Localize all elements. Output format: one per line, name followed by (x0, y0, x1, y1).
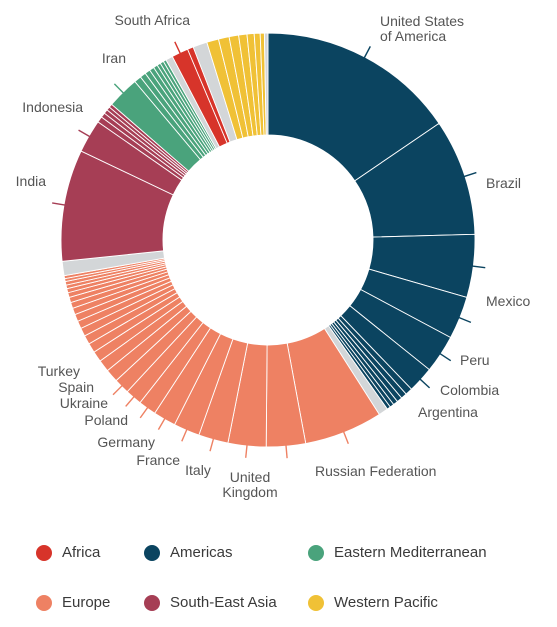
leader-spain (125, 396, 135, 407)
leader-brazil (463, 171, 477, 178)
leader-ukraine (139, 406, 149, 419)
label-united-kingdom: United Kingdom (222, 469, 277, 500)
leader-iran (113, 83, 125, 94)
legend-swatch-eastern-mediterranean (308, 544, 324, 561)
legend-item-europe: Europe (36, 594, 110, 611)
leader-colombia (439, 352, 452, 362)
slice-other-67 (263, 32, 269, 136)
legend-label-americas: Americas (170, 544, 233, 561)
leader-france (209, 438, 215, 452)
legend-swatch-europe (36, 594, 52, 611)
legend-swatch-africa (36, 544, 52, 561)
label-peru: Peru (460, 352, 490, 368)
label-argentina: Argentina (418, 404, 478, 420)
label-iran: Iran (102, 50, 126, 66)
leader-united-states-of-america (363, 46, 371, 59)
legend-label-africa: Africa (62, 544, 101, 561)
legend: Africa Americas Eastern Mediterranean Eu… (36, 540, 536, 620)
legend-swatch-south-east-asia (144, 594, 160, 611)
leader-indonesia (78, 129, 91, 138)
legend-label-south-east-asia: South-East Asia (170, 594, 277, 611)
label-mexico: Mexico (486, 293, 531, 309)
label-india: India (16, 173, 47, 189)
label-united-states-of-america: United States of America (380, 13, 464, 44)
leader-germany (181, 429, 188, 442)
label-italy: Italy (185, 462, 211, 478)
leader-india (52, 202, 66, 206)
legend-item-americas: Americas (144, 544, 233, 561)
leader-mexico (472, 265, 486, 269)
slice-united-states-of-america (267, 32, 440, 182)
donut-slices (60, 32, 476, 448)
leader-south-africa (174, 41, 181, 54)
legend-item-south-east-asia: South-East Asia (144, 594, 277, 611)
label-south-africa: South Africa (115, 12, 191, 28)
leader-argentina (419, 378, 431, 389)
label-ukraine: Ukraine (60, 395, 108, 411)
legend-item-western-pacific: Western Pacific (308, 594, 438, 611)
legend-item-eastern-mediterranean: Eastern Mediterranean (308, 544, 487, 561)
leader-united-kingdom (285, 445, 288, 459)
leader-poland (157, 418, 166, 430)
legend-label-eastern-mediterranean: Eastern Mediterranean (334, 544, 487, 561)
label-brazil: Brazil (486, 175, 521, 191)
legend-swatch-americas (144, 544, 160, 561)
label-germany: Germany (97, 434, 155, 450)
slice-labels: United States of America Brazil Mexico Peru C… (16, 12, 531, 500)
label-colombia: Colombia (440, 382, 499, 398)
label-indonesia: Indonesia (22, 99, 83, 115)
label-turkey: Turkey (38, 363, 80, 379)
legend-label-western-pacific: Western Pacific (334, 594, 438, 611)
leader-russian-federation (342, 431, 349, 444)
legend-item-africa: Africa (36, 544, 100, 561)
label-poland: Poland (84, 412, 128, 428)
leader-turkey (112, 385, 123, 396)
label-spain: Spain (58, 379, 94, 395)
leader-italy (245, 444, 248, 458)
label-russian-federation: Russian Federation (315, 463, 436, 479)
legend-swatch-western-pacific (308, 594, 324, 611)
legend-label-europe: Europe (62, 594, 111, 611)
label-france: France (136, 452, 180, 468)
leader-peru (458, 316, 472, 324)
